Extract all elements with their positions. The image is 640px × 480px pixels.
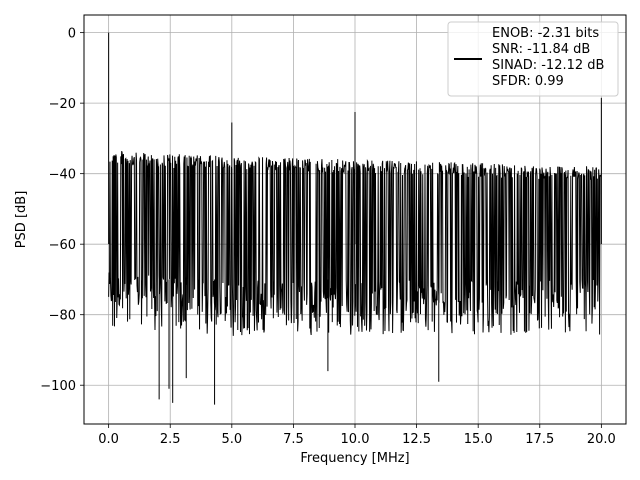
x-tick-label: 17.5 (525, 432, 554, 447)
legend-enob: ENOB: -2.31 bits (492, 26, 599, 41)
x-tick-label: 10.0 (341, 432, 370, 447)
y-tick-label: −100 (40, 379, 76, 394)
x-axis-ticks: 0.0 2.5 5.0 7.5 10.0 12.5 15.0 17.5 20.0 (98, 424, 616, 447)
x-tick-label: 0.0 (98, 432, 119, 447)
x-tick-label: 2.5 (160, 432, 181, 447)
y-axis-label: PSD [dB] (14, 191, 29, 249)
x-tick-label: 12.5 (402, 432, 431, 447)
plot-area (108, 32, 602, 405)
legend: ENOB: -2.31 bits SNR: -11.84 dB SINAD: -… (447, 21, 619, 97)
x-tick-label: 15.0 (464, 432, 493, 447)
y-axis-ticks: 0 −20 −40 −60 −80 −100 (40, 27, 84, 394)
y-tick-label: −20 (49, 97, 76, 112)
x-axis-label: Frequency [MHz] (300, 451, 409, 466)
legend-box (447, 21, 619, 97)
y-tick-label: −80 (49, 309, 76, 324)
y-tick-label: −60 (49, 238, 76, 253)
y-tick-label: 0 (68, 27, 76, 42)
legend-sinad: SINAD: -12.12 dB (492, 58, 604, 73)
legend-snr: SNR: -11.84 dB (492, 42, 590, 57)
x-tick-label: 5.0 (221, 432, 242, 447)
y-tick-label: −40 (49, 168, 76, 183)
legend-sfdr: SFDR: 0.99 (492, 74, 564, 89)
psd-series-line (108, 32, 602, 405)
x-tick-label: 20.0 (587, 432, 616, 447)
x-tick-label: 7.5 (283, 432, 304, 447)
